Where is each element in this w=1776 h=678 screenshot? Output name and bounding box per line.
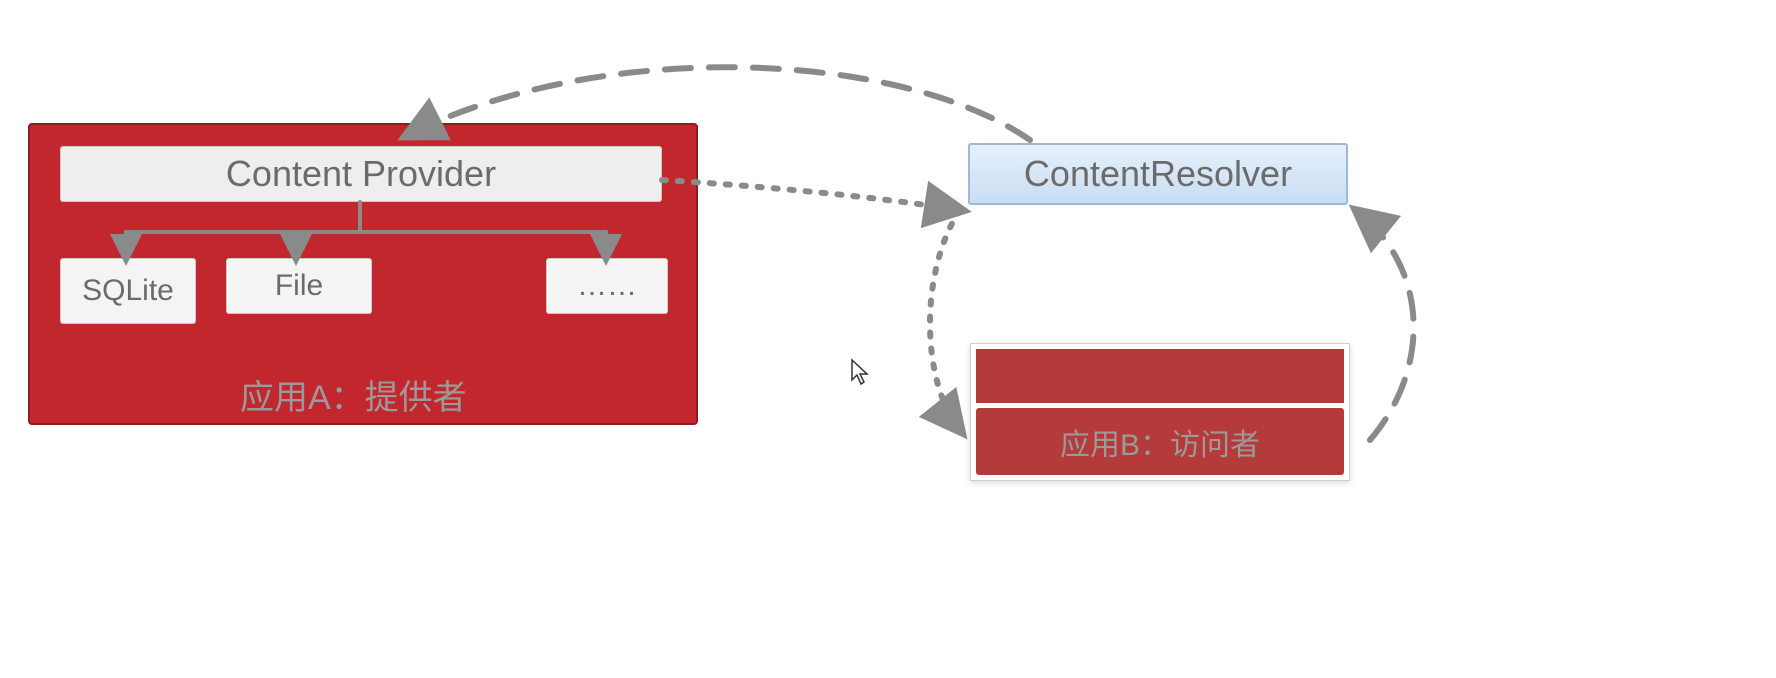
sqlite-label: SQLite: [82, 276, 174, 306]
content-provider-box: Content Provider: [60, 146, 662, 202]
content-resolver-label: ContentResolver: [1024, 153, 1292, 195]
app-b-bottom: 应用B：访问者: [976, 408, 1344, 475]
edge-appB-to-resolver-dashed: [1358, 212, 1414, 440]
diagram-stage: Content Provider SQLite File …… 应用A：提供者 …: [0, 0, 1776, 678]
ellipsis-box: ……: [546, 258, 668, 314]
edge-cp-to-resolver-dotted: [662, 180, 960, 210]
cursor-icon: [850, 358, 870, 386]
app-b-label: 应用B：访问者: [1060, 420, 1260, 464]
edge-resolver-to-appB-dotted: [930, 210, 960, 430]
sqlite-box: SQLite: [60, 258, 196, 324]
file-label: File: [275, 269, 323, 303]
content-provider-label: Content Provider: [226, 153, 496, 195]
app-b-top: [976, 349, 1344, 403]
app-a-title: 应用A：提供者: [240, 370, 467, 419]
ellipsis-label: ……: [577, 269, 637, 303]
content-resolver-box: ContentResolver: [968, 143, 1348, 205]
file-box: File: [226, 258, 372, 314]
app-a-title-text: 应用A：提供者: [240, 379, 467, 417]
